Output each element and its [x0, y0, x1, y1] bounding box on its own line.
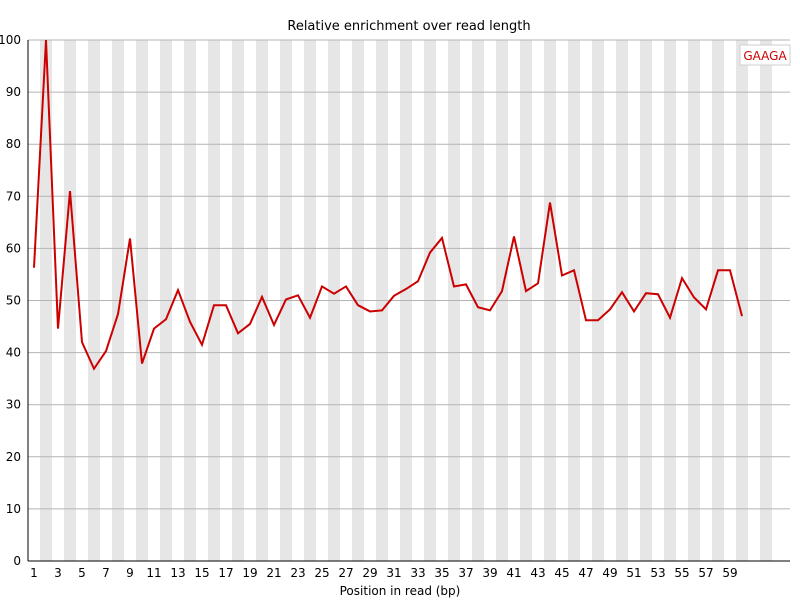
- x-tick-label: 15: [194, 566, 209, 580]
- x-tick-label: 7: [102, 566, 110, 580]
- series-lines: [33, 39, 743, 371]
- x-tick-label: 13: [170, 566, 185, 580]
- x-tick-label: 51: [626, 566, 641, 580]
- x-tick-label: 25: [314, 566, 329, 580]
- y-tick-label: 20: [6, 450, 21, 464]
- x-tick-label: 29: [362, 566, 377, 580]
- y-tick-label: 10: [6, 502, 21, 516]
- series-line-gaaga: [33, 39, 743, 371]
- x-axis-label: Position in read (bp): [340, 584, 461, 598]
- x-tick-label: 19: [242, 566, 257, 580]
- legend: GAAGA: [739, 44, 791, 66]
- y-tick-label: 30: [6, 398, 21, 412]
- x-tick-label: 3: [54, 566, 62, 580]
- y-tick-label: 70: [6, 189, 21, 203]
- x-tick-label: 55: [674, 566, 689, 580]
- y-tick-label: 80: [6, 137, 21, 151]
- y-tick-label: 100: [0, 33, 21, 47]
- legend-entry-gaaga: GAAGA: [743, 49, 787, 63]
- axes: [27, 40, 790, 562]
- x-tick-label: 45: [554, 566, 569, 580]
- gridlines: [28, 39, 790, 510]
- y-tick-label: 0: [13, 554, 21, 568]
- x-tick-label: 41: [506, 566, 521, 580]
- y-tick-labels: 0 10 20 30 40 50 60 70 80 90 100: [0, 33, 21, 568]
- x-tick-label: 9: [126, 566, 134, 580]
- x-tick-label: 31: [386, 566, 401, 580]
- y-tick-label: 40: [6, 346, 21, 360]
- x-tick-label: 43: [530, 566, 545, 580]
- x-tick-label: 59: [722, 566, 737, 580]
- x-tick-label: 1: [30, 566, 38, 580]
- chart-title: Relative enrichment over read length: [287, 19, 530, 34]
- x-tick-label: 47: [578, 566, 593, 580]
- y-tick-label: 60: [6, 241, 21, 255]
- x-tick-label: 33: [410, 566, 425, 580]
- x-tick-label: 49: [602, 566, 617, 580]
- x-tick-label: 21: [266, 566, 281, 580]
- legend-box: [739, 44, 791, 66]
- x-tick-label: 35: [434, 566, 449, 580]
- x-tick-label: 11: [146, 566, 161, 580]
- x-tick-label: 53: [650, 566, 665, 580]
- x-tick-label: 27: [338, 566, 353, 580]
- x-tick-label: 23: [290, 566, 305, 580]
- y-tick-label: 50: [6, 294, 21, 308]
- x-tick-labels: 1 3 5 7 9 11 13 15 17 19 21 23 25 27 29 31 33 35 37 39 41 43 4…: [30, 566, 737, 580]
- y-tick-label: 90: [6, 85, 21, 99]
- x-tick-label: 39: [482, 566, 497, 580]
- x-tick-label: 5: [78, 566, 86, 580]
- x-tick-label: 17: [218, 566, 233, 580]
- x-tick-label: 37: [458, 566, 473, 580]
- x-tick-label: 57: [698, 566, 713, 580]
